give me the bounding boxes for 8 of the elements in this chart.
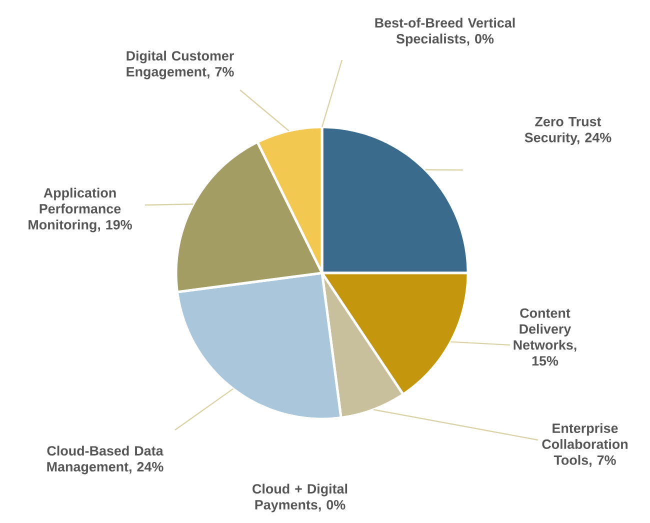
slice-label: Cloud-Based Data Management, 24% bbox=[47, 446, 164, 474]
slice-label: Application Performance Monitoring, 19% bbox=[28, 188, 132, 232]
slice-label: Digital Customer Engagement, 7% bbox=[126, 50, 234, 80]
category-label: Best-of-Breed Vertical Specialists, 0% bbox=[375, 18, 515, 46]
category-label: Cloud + Digital Payments, 0% bbox=[252, 484, 348, 512]
slice-label: Zero Trust Security, 24% bbox=[524, 117, 612, 145]
slice-label: Content Delivery Networks, 15% bbox=[514, 308, 576, 366]
slice-label: Enterprise Collaboration Tools, 7% bbox=[542, 423, 628, 467]
